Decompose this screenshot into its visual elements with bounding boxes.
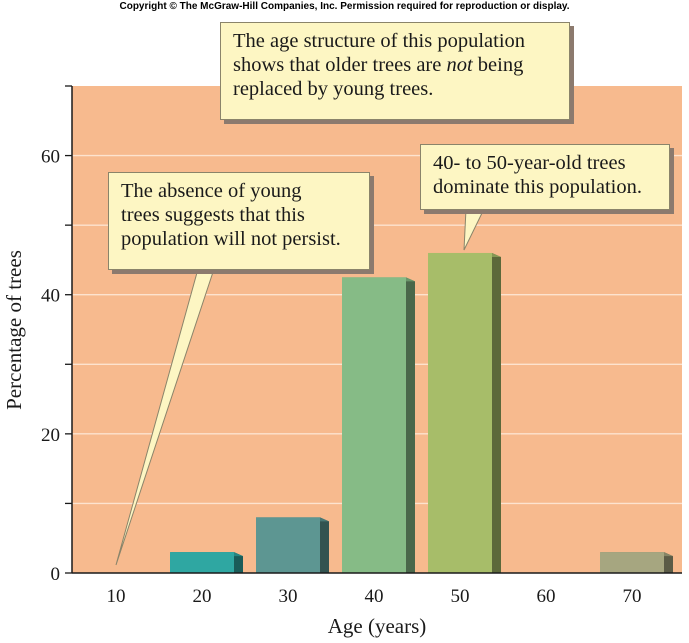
y-tick-label: 60: [41, 147, 60, 168]
bar-side: [492, 252, 501, 573]
bar-40: [342, 277, 415, 573]
x-tick-label: 30: [279, 586, 298, 607]
y-tick-label: 0: [51, 564, 61, 585]
bar-face: [256, 517, 320, 573]
y-tick-label: 40: [41, 286, 60, 307]
copyright-notice: Copyright © The McGraw-Hill Companies, I…: [119, 1, 570, 12]
x-axis-title: Age (years): [328, 614, 427, 638]
bar-face: [342, 277, 406, 573]
x-tick-label: 60: [537, 586, 556, 607]
bar-50: [428, 252, 501, 573]
bar-face: [428, 252, 492, 573]
bar-side: [406, 277, 415, 573]
bar-20: [170, 552, 243, 573]
age-structure-callout-text-start: The age structure of this population sho…: [233, 30, 526, 76]
bar-30: [256, 517, 329, 573]
absence-of-young-trees-callout: The absence of young trees suggests that…: [108, 172, 370, 270]
bar-face: [600, 552, 664, 573]
y-axis-title: Percentage of trees: [2, 250, 26, 410]
bar-face: [170, 552, 234, 573]
age-structure-callout: The age structure of this population sho…: [220, 22, 570, 120]
y-tick-label: 20: [41, 425, 60, 446]
x-tick-label: 50: [451, 586, 470, 607]
bar-side: [234, 552, 243, 573]
bar-side: [320, 517, 329, 573]
bar-70: [600, 552, 673, 573]
dominate-callout-text: 40- to 50-year-old trees dominate this p…: [433, 152, 642, 198]
dominant-age-callout: 40- to 50-year-old trees dominate this p…: [420, 144, 670, 210]
age-structure-callout-text-end: being replaced by young trees.: [233, 54, 524, 100]
x-tick-label: 10: [107, 586, 126, 607]
x-tick-label: 20: [193, 586, 212, 607]
bars: [170, 252, 673, 573]
x-tick-label: 70: [623, 586, 642, 607]
axis-ticks: 0 20 40 60 10 20 30 40 50 60 70: [41, 85, 642, 607]
age-structure-callout-emphasis: not: [446, 54, 473, 76]
x-tick-label: 40: [365, 586, 384, 607]
bar-side: [664, 552, 673, 573]
absence-callout-text: The absence of young trees suggests that…: [121, 180, 341, 250]
